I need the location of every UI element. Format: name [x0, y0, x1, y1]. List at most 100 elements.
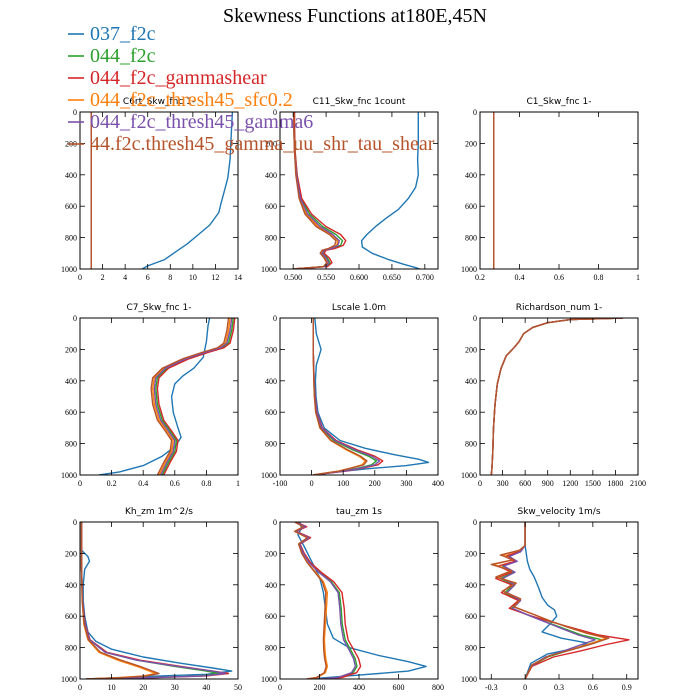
x-tick-label: 0.9: [622, 683, 632, 692]
y-tick-label: 800: [265, 234, 277, 243]
y-tick-label: 600: [265, 408, 277, 417]
y-tick-label: 600: [465, 408, 477, 417]
y-tick-label: 600: [265, 612, 277, 621]
legend-entry-044-f2c-thresh45-gamma6: 044_f2c_thresh45_gamma6: [68, 111, 313, 133]
y-tick-label: 1000: [261, 265, 277, 274]
panel-title: Kh_zm 1m^2/s: [125, 507, 193, 517]
legend-label: 044_f2c_thresh45_gamma6: [90, 111, 313, 133]
panel-title: Skw_velocity 1m/s: [517, 507, 600, 517]
y-tick-label: 200: [65, 345, 77, 354]
x-tick-label: 0.700: [416, 273, 434, 282]
series-line-044-f2c-thresh45-gamma6: [153, 318, 233, 475]
y-tick-label: 400: [465, 581, 477, 590]
x-tick-label: 400: [432, 479, 444, 488]
y-tick-label: 800: [265, 440, 277, 449]
y-tick-label: 200: [465, 139, 477, 148]
x-tick-label: 0: [523, 683, 527, 692]
y-tick-label: 800: [65, 644, 77, 653]
series-group: [98, 318, 236, 475]
y-tick-label: 400: [465, 171, 477, 180]
y-tick-label: 1000: [61, 675, 77, 684]
figure-title: Skewness Functions at180E,45N: [223, 5, 487, 27]
y-tick-label: 200: [265, 345, 277, 354]
legend-entry-037-f2c: 037_f2c: [68, 23, 156, 45]
y-tick-label: 0: [273, 518, 277, 527]
x-tick-label: 0: [310, 479, 314, 488]
y-tick-label: 800: [465, 440, 477, 449]
y-tick-label: 800: [465, 644, 477, 653]
y-tick-label: 800: [65, 234, 77, 243]
legend-entry-044-f2c-thresh45-sfc0-2: 044_f2c_thresh45_sfc0.2: [68, 89, 293, 111]
series-group: [293, 522, 427, 679]
x-tick-label: 2: [101, 273, 105, 282]
y-tick-label: 0: [473, 314, 477, 323]
series-group: [490, 522, 630, 679]
x-tick-label: 0.6: [588, 683, 598, 692]
x-tick-label: 0.8: [594, 273, 604, 282]
y-tick-label: 800: [265, 644, 277, 653]
legend-label: 037_f2c: [90, 23, 156, 45]
x-tick-label: 1500: [585, 479, 601, 488]
x-tick-label: 200: [314, 683, 326, 692]
legend-entry-44-f2c-thresh45-gamma-uu-shr-tau-shear: 44.f2c.thresh45_gamma_uu_shr_tau_shear: [68, 133, 435, 155]
x-tick-label: -0.3: [485, 683, 498, 692]
y-tick-label: 0: [473, 108, 477, 117]
y-tick-label: 0: [73, 518, 77, 527]
x-tick-label: 50: [234, 683, 242, 692]
x-tick-label: 2100: [630, 479, 646, 488]
legend: 037_f2c044_f2c044_f2c_gammashear044_f2c_…: [68, 23, 435, 155]
x-tick-label: 0.600: [350, 273, 368, 282]
x-tick-label: 200: [369, 479, 381, 488]
series-line-044-f2c-thresh45-gamma6: [294, 522, 357, 679]
x-tick-label: 1200: [562, 479, 578, 488]
x-tick-label: 0: [278, 683, 282, 692]
panel-title: C1_Skw_fnc 1-: [527, 97, 592, 107]
x-tick-label: 300: [400, 479, 412, 488]
x-tick-label: 0.500: [284, 273, 302, 282]
x-tick-label: 800: [432, 683, 444, 692]
y-tick-label: 400: [265, 171, 277, 180]
panel-title: Lscale 1.0m: [332, 303, 386, 313]
x-tick-label: 600: [393, 683, 405, 692]
x-tick-label: 0: [78, 273, 82, 282]
series-line-44-f2c-thresh45-gamma-uu-shr-tau-shear: [490, 318, 624, 475]
y-tick-label: 200: [465, 345, 477, 354]
x-tick-label: 10: [108, 683, 116, 692]
y-tick-label: 200: [265, 549, 277, 558]
x-tick-label: 0: [78, 683, 82, 692]
y-tick-label: 600: [65, 408, 77, 417]
x-tick-label: 0: [78, 479, 82, 488]
x-tick-label: 0.2: [107, 479, 117, 488]
plot-frame: [79, 521, 239, 680]
y-tick-label: 1000: [61, 265, 77, 274]
x-tick-label: 4: [123, 273, 127, 282]
legend-label: 044_f2c_gammashear: [90, 67, 267, 89]
series-line-44-f2c-thresh45-gamma-uu-shr-tau-shear: [490, 522, 610, 679]
plot-frame: [79, 111, 239, 270]
y-tick-label: 1000: [61, 471, 77, 480]
x-tick-label: 40: [202, 683, 210, 692]
y-tick-label: 400: [65, 377, 77, 386]
legend-label: 044_f2c_thresh45_sfc0.2: [90, 89, 293, 111]
y-tick-label: 400: [465, 377, 477, 386]
panel-c11-skw-fnc-1count: C11_Skw_fnc 1count 0 200 400 600 800 1000 0.500…: [261, 97, 439, 282]
x-tick-label: 6: [146, 273, 150, 282]
y-tick-label: 400: [265, 581, 277, 590]
y-tick-label: 600: [465, 202, 477, 211]
series-group: [312, 318, 430, 475]
series-line-037-f2c: [141, 112, 234, 269]
x-tick-label: 1: [236, 479, 240, 488]
y-tick-label: 0: [273, 314, 277, 323]
legend-label: 044_f2c: [90, 45, 156, 67]
y-tick-label: 200: [65, 549, 77, 558]
x-tick-label: 100: [337, 479, 349, 488]
series-line-037-f2c: [98, 318, 211, 475]
y-tick-label: 600: [465, 612, 477, 621]
x-tick-label: 0: [478, 479, 482, 488]
